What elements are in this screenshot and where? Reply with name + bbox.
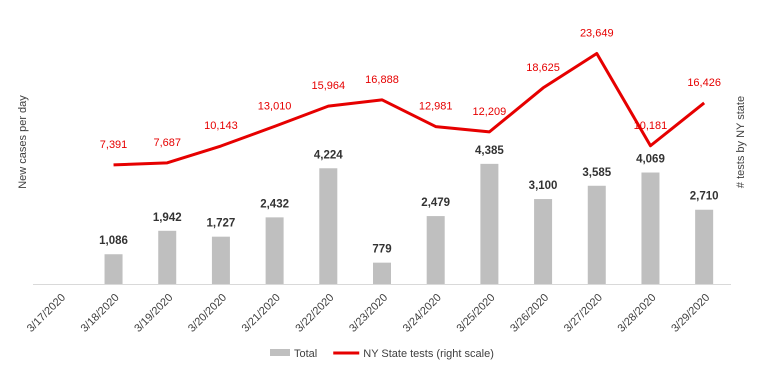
x-tick-label: 3/22/2020: [293, 292, 336, 335]
x-tick-label: 3/19/2020: [132, 292, 175, 335]
line-value-label: 12,981: [419, 101, 453, 113]
x-tick-label: 3/21/2020: [240, 292, 283, 335]
bar: [158, 230, 177, 284]
bar: [211, 236, 230, 284]
line-value-label: 10,181: [634, 120, 668, 132]
line-value-label: 10,143: [204, 120, 238, 132]
bar-value-label: 4,069: [636, 154, 665, 166]
bar: [265, 217, 284, 284]
bar-value-label: 1,086: [99, 235, 128, 247]
x-tick-label: 3/20/2020: [186, 292, 229, 335]
x-tick-label: 3/24/2020: [401, 292, 444, 335]
bar: [534, 199, 553, 284]
line-value-label: 23,649: [580, 28, 614, 40]
bar-value-label: 2,479: [421, 197, 450, 209]
legend-swatch: [270, 349, 290, 356]
x-tick-label: 3/25/2020: [454, 292, 497, 335]
bar: [587, 185, 606, 284]
x-tick-label: 3/23/2020: [347, 292, 390, 335]
bar-value-label: 2,710: [690, 191, 719, 203]
line: [113, 52, 706, 167]
x-tick-label: 3/29/2020: [669, 292, 712, 335]
bar-value-label: 4,224: [314, 149, 343, 161]
line-value-label: 12,209: [473, 106, 507, 118]
line-value-label: 18,625: [526, 62, 560, 74]
bar-value-label: 3,100: [529, 180, 558, 192]
bar-value-label: 1,727: [207, 218, 236, 230]
x-tick-label: 3/17/2020: [25, 292, 68, 335]
bar-value-label: 2,432: [260, 198, 289, 210]
bar: [695, 209, 714, 284]
line-value-label: 16,426: [687, 77, 721, 89]
bar: [373, 262, 391, 284]
x-tick-label: 3/26/2020: [508, 292, 551, 335]
bar: [104, 254, 123, 284]
bar: [641, 172, 660, 284]
bar-value-label: 1,942: [153, 212, 182, 224]
x-tick-label: 3/27/2020: [562, 292, 605, 335]
legend-label: Total: [294, 348, 317, 360]
bar-value-label: 3,585: [582, 167, 611, 179]
y2-axis-title: # tests by NY state: [735, 96, 747, 188]
line-value-label: 7,391: [100, 139, 128, 151]
y-axis-title: New cases per day: [17, 95, 29, 189]
line-value-label: 15,964: [311, 80, 345, 92]
bar-value-label: 779: [372, 244, 391, 256]
x-tick-label: 3/18/2020: [79, 292, 122, 335]
bar-value-label: 4,385: [475, 145, 504, 157]
line-value-label: 13,010: [258, 100, 292, 112]
bar: [480, 163, 499, 284]
bar: [426, 216, 445, 284]
line-value-label: 7,687: [153, 137, 181, 149]
line-value-label: 16,888: [365, 74, 399, 86]
bar: [319, 168, 338, 284]
x-tick-label: 3/28/2020: [616, 292, 659, 335]
legend-label: NY State tests (right scale): [363, 348, 494, 360]
